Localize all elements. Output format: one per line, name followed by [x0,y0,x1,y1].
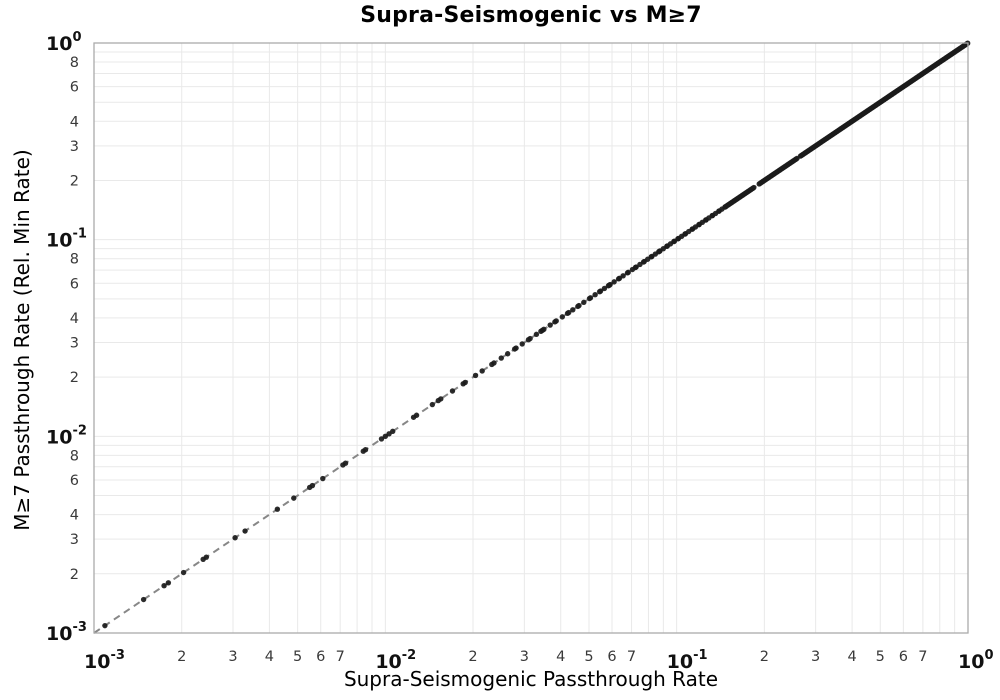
svg-text:5: 5 [293,649,302,665]
svg-text:3: 3 [70,532,79,548]
svg-text:3: 3 [70,139,79,155]
svg-text:2: 2 [70,567,79,583]
svg-text:3: 3 [811,649,820,665]
svg-text:2: 2 [760,649,769,665]
svg-text:6: 6 [70,80,79,96]
svg-text:6: 6 [316,649,325,665]
chart-title: Supra-Seismogenic vs M≥7 [360,3,702,28]
svg-text:10-1: 10-1 [46,227,87,252]
svg-text:7: 7 [918,649,927,665]
svg-text:4: 4 [265,649,274,665]
svg-text:5: 5 [876,649,885,665]
svg-text:2: 2 [70,370,79,386]
plot-frame [93,42,969,634]
svg-text:100: 100 [958,648,994,673]
svg-text:10-2: 10-2 [46,423,87,448]
svg-text:6: 6 [899,649,908,665]
svg-text:4: 4 [70,508,79,524]
svg-text:10-3: 10-3 [84,648,125,673]
svg-text:7: 7 [627,649,636,665]
svg-text:4: 4 [556,649,565,665]
svg-text:2: 2 [177,649,186,665]
svg-text:100: 100 [46,30,82,55]
svg-text:8: 8 [70,448,79,464]
svg-text:10-3: 10-3 [46,620,87,645]
svg-text:2: 2 [468,649,477,665]
svg-text:5: 5 [584,649,593,665]
svg-text:10-1: 10-1 [667,648,708,673]
svg-text:2: 2 [70,173,79,189]
svg-text:4: 4 [70,114,79,130]
svg-text:4: 4 [70,311,79,327]
svg-text:3: 3 [228,649,237,665]
svg-text:8: 8 [70,55,79,71]
svg-text:6: 6 [607,649,616,665]
svg-text:8: 8 [70,252,79,268]
gridlines [94,43,968,633]
scatter-points [102,40,971,629]
svg-text:6: 6 [70,276,79,292]
svg-text:3: 3 [520,649,529,665]
svg-text:6: 6 [70,473,79,489]
svg-text:4: 4 [847,649,856,665]
svg-text:3: 3 [70,335,79,351]
svg-text:7: 7 [336,649,345,665]
svg-text:10-2: 10-2 [375,648,416,673]
x-axis-label: Supra-Seismogenic Passthrough Rate [343,667,719,691]
